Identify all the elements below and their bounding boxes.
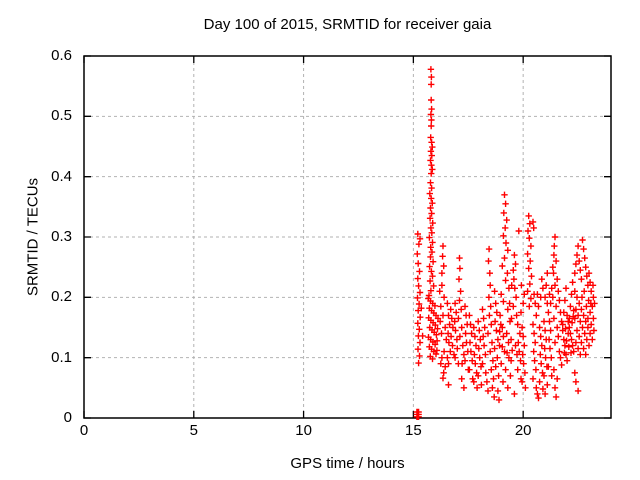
y-tick-label: 0.6 <box>51 47 72 64</box>
data-points <box>413 66 598 420</box>
grid-lines <box>84 56 611 418</box>
y-tick-label: 0.4 <box>51 167 72 185</box>
x-tick-label: 5 <box>189 422 198 439</box>
x-tick-label: 15 <box>405 422 422 439</box>
x-axis-label: GPS time / hours <box>290 455 405 472</box>
y-tick-label: 0.2 <box>51 288 72 306</box>
x-tick-label: 20 <box>514 422 532 439</box>
y-tick-label: 0.1 <box>51 348 72 366</box>
y-tick-label: 0.5 <box>51 107 72 125</box>
x-tick-label: 10 <box>295 422 312 439</box>
chart-title: Day 100 of 2015, SRMTID for receiver gai… <box>203 16 492 33</box>
y-tick-label: 0 <box>63 409 72 426</box>
axis-frame <box>83 55 612 419</box>
y-tick-label: 0.3 <box>51 228 72 245</box>
x-tick-label: 0 <box>79 422 89 439</box>
